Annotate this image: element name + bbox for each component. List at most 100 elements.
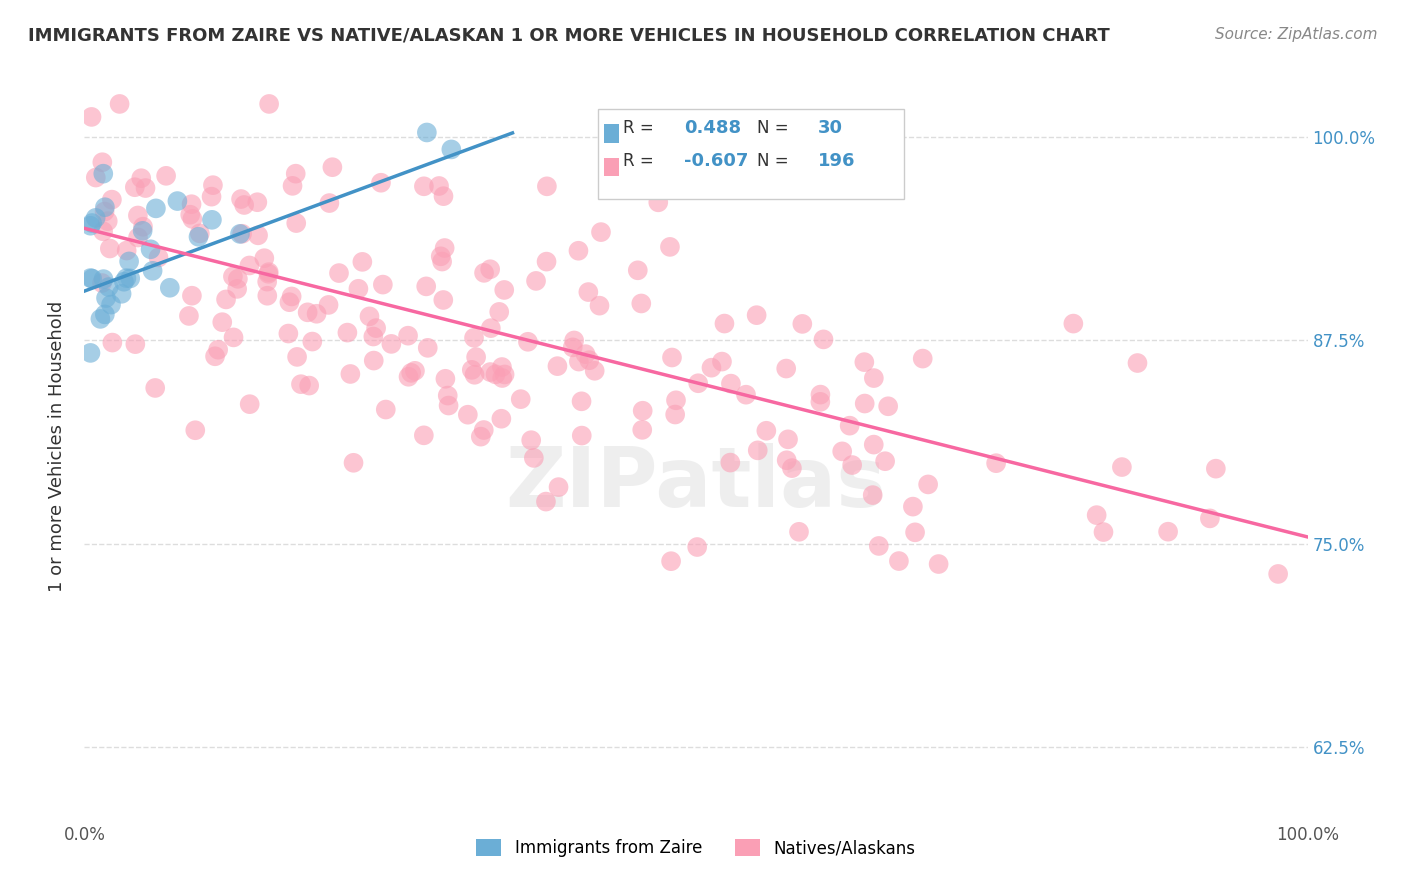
- Point: [465, 350, 488, 364]
- Point: [901, 500, 924, 514]
- Point: [187, 229, 209, 244]
- Point: [583, 364, 606, 378]
- Point: [145, 202, 167, 216]
- Point: [430, 254, 453, 268]
- Point: [318, 196, 340, 211]
- Point: [93, 272, 115, 286]
- Point: [491, 371, 513, 385]
- Point: [491, 359, 513, 374]
- Point: [440, 143, 463, 157]
- Point: [91, 167, 114, 181]
- Point: [238, 259, 260, 273]
- Point: [166, 194, 188, 208]
- Point: [118, 254, 141, 268]
- Point: [1267, 566, 1289, 581]
- Text: Source: ZipAtlas.com: Source: ZipAtlas.com: [1215, 27, 1378, 42]
- Point: [928, 557, 950, 571]
- Point: [631, 403, 654, 417]
- Point: [97, 280, 120, 294]
- Point: [94, 200, 117, 214]
- Point: [179, 208, 201, 222]
- Point: [415, 279, 437, 293]
- Point: [93, 204, 115, 219]
- Point: [257, 267, 280, 281]
- Point: [1085, 508, 1108, 523]
- Point: [253, 251, 276, 265]
- Point: [429, 249, 451, 263]
- Legend: Immigrants from Zaire, Natives/Alaskans: Immigrants from Zaire, Natives/Alaskans: [477, 839, 915, 857]
- Point: [239, 397, 262, 411]
- Point: [776, 433, 799, 447]
- Point: [479, 365, 502, 379]
- Point: [416, 126, 439, 140]
- Point: [568, 354, 591, 368]
- Point: [374, 402, 396, 417]
- Text: 30: 30: [818, 119, 844, 136]
- Point: [436, 388, 458, 402]
- Point: [494, 283, 516, 297]
- Point: [659, 554, 682, 568]
- Point: [278, 295, 301, 310]
- Point: [412, 428, 434, 442]
- Point: [875, 454, 897, 468]
- Point: [233, 198, 256, 212]
- Point: [631, 423, 654, 437]
- Point: [363, 329, 385, 343]
- Point: [80, 110, 103, 124]
- Point: [188, 227, 211, 241]
- Text: N =: N =: [758, 153, 794, 170]
- Point: [143, 381, 166, 395]
- Point: [700, 360, 723, 375]
- Point: [91, 276, 114, 290]
- Point: [516, 334, 538, 349]
- Point: [371, 277, 394, 292]
- Point: [339, 367, 361, 381]
- Point: [359, 310, 381, 324]
- Text: ZIPatlas: ZIPatlas: [506, 443, 886, 524]
- Point: [437, 399, 460, 413]
- Point: [984, 456, 1007, 470]
- Point: [247, 228, 270, 243]
- Point: [226, 272, 249, 286]
- Point: [257, 97, 280, 112]
- Point: [148, 251, 170, 265]
- Point: [229, 227, 252, 241]
- Point: [808, 395, 831, 409]
- Point: [97, 214, 120, 228]
- Point: [546, 359, 568, 373]
- Point: [131, 224, 153, 238]
- Point: [181, 211, 204, 226]
- Point: [108, 97, 131, 112]
- Point: [177, 309, 200, 323]
- Text: IMMIGRANTS FROM ZAIRE VS NATIVE/ALASKAN 1 OR MORE VEHICLES IN HOUSEHOLD CORRELAT: IMMIGRANTS FROM ZAIRE VS NATIVE/ALASKAN …: [28, 27, 1109, 45]
- Point: [862, 488, 884, 502]
- Point: [284, 167, 307, 181]
- Point: [488, 305, 510, 319]
- Point: [226, 282, 249, 296]
- Point: [180, 197, 202, 211]
- Point: [877, 399, 900, 413]
- Point: [256, 289, 278, 303]
- Point: [200, 189, 222, 203]
- Point: [747, 443, 769, 458]
- Point: [79, 271, 101, 285]
- Point: [630, 296, 652, 310]
- Point: [396, 328, 419, 343]
- Point: [101, 193, 124, 207]
- Point: [277, 326, 299, 341]
- Point: [574, 347, 596, 361]
- FancyBboxPatch shape: [598, 109, 904, 199]
- Point: [285, 350, 308, 364]
- Point: [290, 377, 312, 392]
- Point: [841, 458, 863, 472]
- Point: [181, 289, 204, 303]
- Text: -0.607: -0.607: [683, 153, 748, 170]
- Point: [745, 308, 768, 322]
- Point: [911, 351, 934, 366]
- Point: [1092, 524, 1115, 539]
- Point: [416, 341, 439, 355]
- Point: [571, 394, 593, 409]
- Point: [536, 254, 558, 268]
- Point: [831, 444, 853, 458]
- Point: [1199, 511, 1222, 525]
